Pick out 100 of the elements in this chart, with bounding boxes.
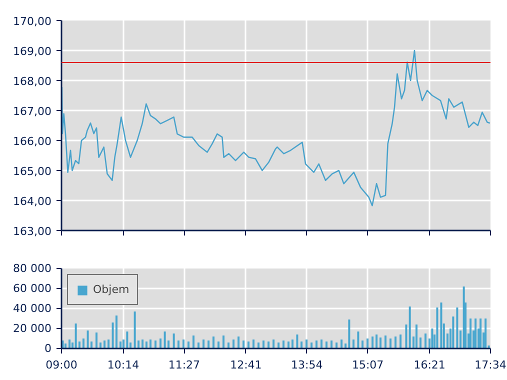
- bar: [108, 340, 110, 348]
- y-tick-label: 60 000: [13, 282, 52, 295]
- bar: [416, 324, 418, 348]
- x-tick-label: 09:00: [46, 358, 78, 372]
- bar: [384, 336, 387, 348]
- bar: [74, 324, 77, 348]
- bar: [296, 334, 298, 348]
- bar: [400, 334, 402, 348]
- bar: [217, 342, 220, 348]
- y-tick-label: 165,00: [13, 165, 52, 178]
- bar: [154, 340, 156, 348]
- bar: [357, 332, 360, 348]
- bar: [262, 340, 265, 348]
- bar: [100, 342, 102, 348]
- bar: [420, 338, 422, 348]
- x-tick-label: 13:54: [291, 358, 323, 372]
- bar: [366, 338, 369, 348]
- bar: [64, 344, 67, 348]
- y-tick-label: 170,00: [13, 15, 52, 28]
- x-tick-label: 16:21: [414, 358, 446, 372]
- bar: [452, 316, 454, 348]
- bar: [424, 334, 427, 348]
- bar: [242, 340, 245, 348]
- bar: [336, 342, 338, 348]
- x-tick-label: 10:14: [107, 358, 140, 372]
- y-tick-label: 0: [44, 342, 52, 355]
- y-tick-label: 167,00: [13, 105, 52, 118]
- y-tick-label: 166,00: [13, 135, 52, 148]
- bar: [300, 342, 303, 348]
- bar: [232, 340, 235, 348]
- bar: [484, 318, 487, 348]
- bar: [282, 340, 284, 348]
- bar: [379, 338, 382, 348]
- bar: [82, 338, 84, 348]
- x-tick-label: 17:34: [474, 358, 506, 372]
- bar: [177, 340, 180, 348]
- bar: [115, 316, 118, 348]
- bar: [474, 318, 477, 348]
- bar: [362, 340, 364, 348]
- bar: [320, 340, 323, 348]
- bar: [247, 342, 250, 348]
- bar: [431, 328, 434, 348]
- bar: [228, 342, 230, 348]
- bar: [208, 340, 210, 348]
- bar: [145, 342, 148, 348]
- bar: [160, 338, 162, 348]
- legend-label: Objem: [93, 283, 130, 296]
- y-tick-label: 163,00: [13, 225, 52, 238]
- bar: [202, 340, 205, 348]
- bar: [187, 342, 190, 348]
- bar: [268, 342, 270, 348]
- bar: [315, 340, 318, 348]
- bar: [222, 336, 225, 348]
- bar: [440, 302, 442, 348]
- bar: [405, 324, 408, 348]
- bar: [238, 336, 240, 348]
- bar: [288, 342, 290, 348]
- y-tick-label: 80 000: [13, 262, 52, 275]
- bar: [372, 336, 374, 348]
- bar: [326, 342, 328, 348]
- bar: [436, 308, 438, 348]
- bar: [96, 332, 98, 348]
- y-tick-label: 40 000: [13, 302, 52, 315]
- bar: [306, 340, 308, 348]
- bar: [340, 340, 343, 348]
- bar: [376, 334, 378, 348]
- x-tick-label: 15:07: [352, 358, 384, 372]
- x-tick-label: 11:27: [168, 358, 200, 372]
- bar: [212, 336, 214, 348]
- bar: [352, 340, 355, 348]
- y-tick-label: 168,00: [13, 75, 52, 88]
- bar: [348, 320, 350, 348]
- bar: [104, 340, 106, 348]
- bar: [164, 332, 166, 348]
- bar: [68, 340, 71, 348]
- bar: [310, 342, 313, 348]
- bar: [252, 340, 254, 348]
- bar: [456, 308, 458, 348]
- bar: [142, 340, 144, 348]
- bar: [126, 332, 128, 348]
- line-series: [62, 50, 490, 206]
- y-tick-label: 164,00: [13, 195, 52, 208]
- bar: [192, 336, 195, 348]
- bar: [292, 340, 294, 348]
- y-tick-label: 20 000: [13, 322, 52, 335]
- bar: [198, 342, 200, 348]
- bar: [330, 340, 333, 348]
- bar: [149, 340, 152, 348]
- bar: [86, 330, 89, 348]
- bar: [182, 340, 184, 348]
- bar: [134, 312, 136, 348]
- bar: [408, 306, 411, 348]
- bar: [119, 342, 122, 348]
- y-tick-label: 169,00: [13, 45, 52, 58]
- bar: [470, 318, 472, 348]
- bar: [272, 340, 275, 348]
- bar: [390, 338, 392, 348]
- bar: [480, 318, 482, 348]
- bar: [394, 336, 397, 348]
- bar: [258, 342, 260, 348]
